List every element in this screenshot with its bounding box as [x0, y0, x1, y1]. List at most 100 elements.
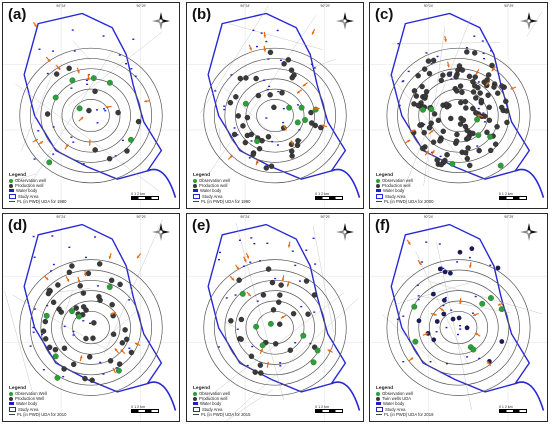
- water-body: [407, 70, 410, 73]
- piezometric-contour: [224, 68, 326, 163]
- legend-item-label: Observation well: [199, 177, 230, 183]
- water-body: [483, 121, 486, 123]
- scale-bar-text: 0 1 2 km: [315, 405, 329, 409]
- water-body: [217, 346, 220, 348]
- water-body: [444, 296, 447, 299]
- observation-well: [52, 94, 59, 101]
- legend-item: Water body: [376, 188, 433, 193]
- water-body: [73, 50, 76, 52]
- water-body: [313, 311, 316, 313]
- water-body: [279, 59, 282, 62]
- water-body: [313, 67, 316, 69]
- production-well: [426, 124, 433, 131]
- legend-item: PL (in PWD) UDA for 2000: [376, 199, 433, 204]
- production-well: [486, 117, 493, 124]
- legend-item-label: Observation well: [199, 390, 230, 396]
- production-well: [69, 263, 75, 269]
- coord-label: 90°24': [56, 215, 66, 219]
- production-well: [276, 299, 282, 305]
- production-well: [499, 83, 505, 89]
- water-body: [477, 81, 480, 83]
- production-well: [484, 129, 490, 136]
- production-well: [66, 269, 73, 276]
- piezometric-contour: [19, 259, 163, 396]
- water-body: [425, 52, 428, 54]
- water-body: [29, 345, 32, 347]
- twin-well: [431, 337, 437, 343]
- water-body: [242, 265, 245, 267]
- water-body: [416, 284, 419, 286]
- production-well: [294, 142, 301, 148]
- water-body: [265, 40, 268, 43]
- production-well: [240, 123, 246, 129]
- legend-item: Observation well: [9, 178, 66, 183]
- production-well: [435, 117, 442, 124]
- production-well: [281, 61, 287, 67]
- production-well: [421, 66, 428, 72]
- production-well: [255, 92, 262, 99]
- production-well: [44, 111, 51, 117]
- production-well: [477, 90, 483, 96]
- water-body: [442, 267, 445, 270]
- legend-item: Production well: [376, 183, 433, 188]
- map-legend: Legend Observation well Production well Wat…: [193, 173, 250, 204]
- observation-well: [128, 136, 134, 143]
- water-body: [82, 163, 85, 165]
- water-body: [445, 326, 448, 329]
- production-well: [411, 88, 418, 94]
- water-body: [431, 151, 434, 154]
- production-well: [486, 104, 492, 110]
- legend-item-label: PL (in PWD) UDA for 1990: [201, 198, 251, 204]
- production-well: [124, 148, 130, 154]
- production-well: [494, 123, 500, 130]
- piezometric-contour: [429, 300, 488, 355]
- water-body: [466, 356, 469, 358]
- production-well: [265, 266, 272, 272]
- water-body: [425, 241, 428, 243]
- production-well: [430, 139, 437, 145]
- legend-item: PL (in PWD) UDA for 2010: [9, 412, 66, 417]
- water-body: [459, 328, 462, 330]
- water-body: [94, 236, 97, 238]
- water-body: [72, 330, 75, 333]
- water-body: [274, 277, 277, 280]
- observation-well: [300, 332, 307, 339]
- production-well: [260, 292, 267, 298]
- legend-item: Study Area: [376, 194, 433, 199]
- production-well: [50, 299, 57, 305]
- production-well: [271, 104, 277, 110]
- water-body: [37, 130, 40, 132]
- water-body: [72, 334, 75, 336]
- production-well: [465, 145, 471, 151]
- water-body: [125, 62, 127, 65]
- production-well: [109, 301, 115, 308]
- production-well: [434, 157, 440, 163]
- production-well: [438, 161, 445, 168]
- water-body: [42, 369, 45, 371]
- groundwater-map: [187, 214, 363, 421]
- piezometric-contour: [418, 290, 499, 365]
- coord-label: 90°29': [320, 215, 331, 219]
- legend-item-label: Water body: [383, 188, 405, 194]
- observation-well: [254, 138, 261, 145]
- legend-item-label: Study Area: [18, 193, 39, 199]
- study-area-boundary: [23, 223, 163, 393]
- water-body: [471, 312, 474, 314]
- water-body: [478, 357, 481, 360]
- water-body: [282, 121, 285, 124]
- water-body: [41, 333, 44, 336]
- observation-well: [52, 353, 59, 360]
- production-well: [503, 98, 509, 105]
- water-body: [276, 29, 279, 32]
- water-body: [103, 108, 106, 110]
- piezometric-contour: [203, 259, 347, 396]
- north-arrow-icon: [519, 11, 539, 31]
- water-body: [46, 304, 49, 307]
- water-body: [104, 109, 107, 112]
- production-well: [248, 131, 255, 138]
- water-body: [51, 235, 54, 237]
- piezometric-contour: [224, 279, 326, 376]
- water-body: [457, 333, 459, 336]
- groundwater-map: [3, 214, 179, 421]
- water-body: [298, 280, 301, 282]
